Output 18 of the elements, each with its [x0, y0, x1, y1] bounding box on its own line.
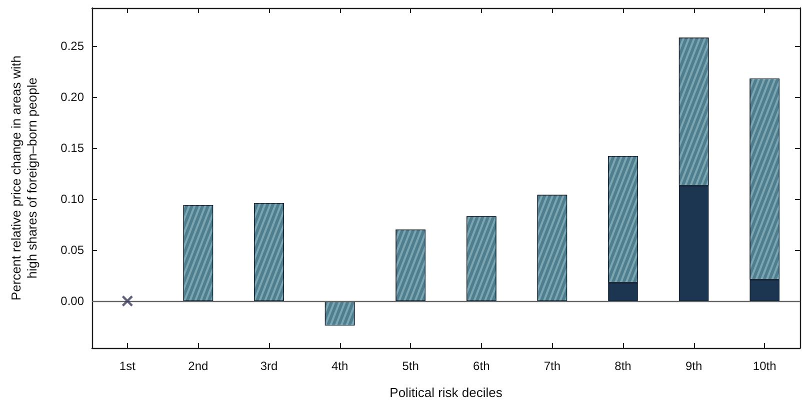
x-tick-label: 3rd	[260, 359, 278, 373]
y-tick-label: 0.15	[60, 140, 84, 155]
y-tick-label: 0.10	[60, 192, 84, 206]
y-tick-label: 0.20	[60, 90, 84, 104]
x-tick-label: 1st	[119, 359, 136, 373]
x-tick-label: 8th	[614, 359, 632, 373]
x-axis-title: Political risk deciles	[390, 385, 503, 400]
y-axis-title: Percent relative price change in areas with high shares of foreign–born people	[8, 56, 40, 300]
x-tick-label: 6th	[473, 359, 490, 373]
x-tick-label: 4th	[331, 359, 348, 373]
x-tick-label: 7th	[544, 359, 561, 373]
y-tick-label: 0.25	[60, 38, 84, 53]
y-tick-label: 0.00	[60, 294, 84, 308]
x-tick-label: 10th	[752, 359, 776, 373]
y-tick-label: 0.05	[60, 242, 84, 257]
x-tick-label: 5th	[402, 359, 419, 373]
x-tick-label: 9th	[685, 359, 702, 373]
x-tick-label: 2nd	[188, 359, 208, 373]
